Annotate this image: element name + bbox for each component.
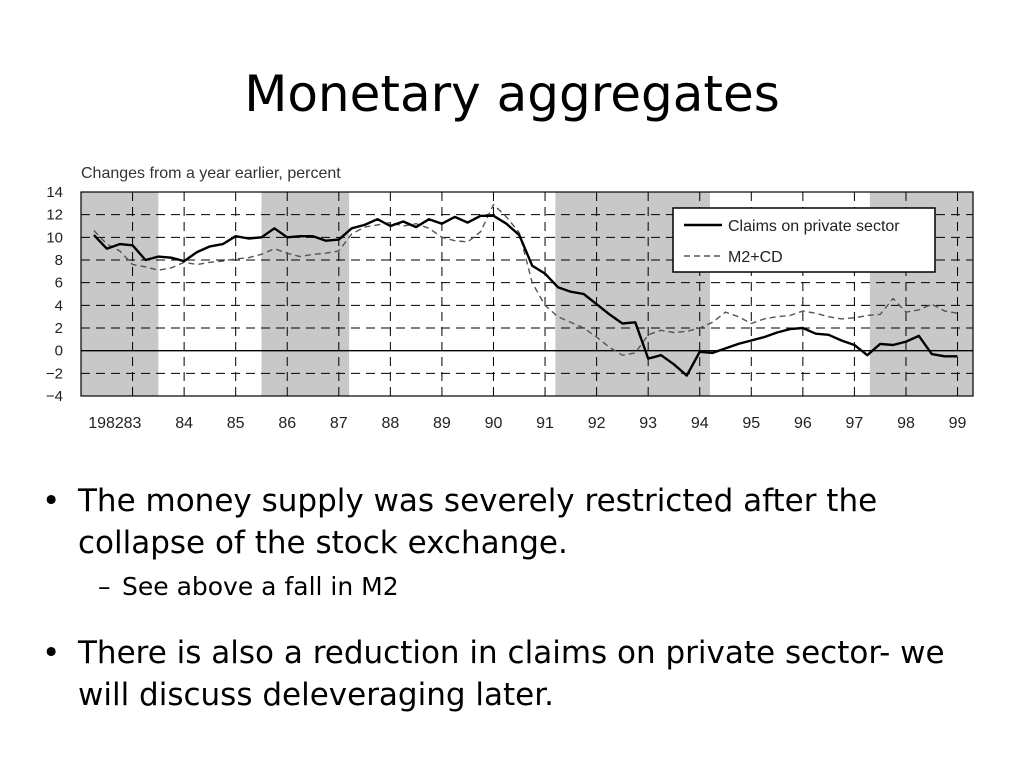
y-tick-label: 14 [46,184,63,201]
x-tick-label: 98 [897,415,915,432]
y-tick-label: 2 [55,320,63,337]
x-tick-label: 87 [330,415,348,432]
series-line-claims [93,214,958,377]
bullet-list: • The money supply was severely restrict… [40,480,990,716]
chart-series [93,203,958,377]
bullet-text: The money supply was severely restricted… [78,483,878,561]
chart-legend: Claims on private sector M2+CD [672,207,936,273]
x-tick-label: 96 [794,415,812,432]
x-tick-label: 85 [227,415,245,432]
x-tick-label: 97 [846,415,864,432]
x-tick-label: 1982 [88,415,124,432]
x-tick-label: 84 [175,415,193,432]
legend-box [672,207,936,273]
x-tick-label: 83 [124,415,142,432]
sub-bullet-marker: – [98,572,111,601]
line-chart: Changes from a year earlier, percent 141… [46,165,974,432]
y-axis-tick-labels: 14 12 10 8 6 4 2 0 −2 −4 [46,184,63,405]
x-tick-label: 89 [433,415,451,432]
series-line-m2cd [93,203,958,356]
y-tick-label: 0 [55,343,63,360]
legend-label-m2cd: M2+CD [728,249,783,266]
x-tick-label: 94 [691,415,709,432]
y-tick-label: −4 [46,388,63,405]
y-tick-label: 12 [46,207,63,224]
y-tick-label: 6 [55,275,63,292]
x-tick-label: 86 [278,415,296,432]
shaded-period-1 [261,192,350,396]
x-tick-label: 93 [639,415,657,432]
bullet-item: • The money supply was severely restrict… [40,480,990,564]
x-tick-label: 92 [588,415,606,432]
legend-label-claims: Claims on private sector [728,218,900,235]
chart-axes [80,191,974,397]
slide-title: Monetary aggregates [244,65,780,123]
x-tick-label: 90 [485,415,503,432]
y-tick-label: 8 [55,252,63,269]
x-tick-label: 88 [381,415,399,432]
x-axis-tick-labels: 1982 83 84 85 86 87 88 89 90 91 92 93 94 95 96 97 98 99 [88,415,966,432]
y-tick-label: −2 [46,365,63,382]
bullet-text: There is also a reduction in claims on p… [78,635,945,713]
y-tick-label: 4 [55,297,63,314]
x-tick-label: 95 [742,415,760,432]
shaded-period-0 [81,192,159,396]
sub-bullet-text: See above a fall in M2 [122,572,399,601]
sub-bullet-item: – See above a fall in M2 [40,568,990,606]
bullet-marker: • [42,635,61,671]
bullet-marker: • [42,483,61,519]
chart-title: Changes from a year earlier, percent [81,165,341,182]
x-tick-label: 99 [949,415,967,432]
bullet-item: • There is also a reduction in claims on… [40,632,990,716]
x-tick-label: 91 [536,415,554,432]
y-tick-label: 10 [46,229,63,246]
plot-frame [80,191,974,397]
